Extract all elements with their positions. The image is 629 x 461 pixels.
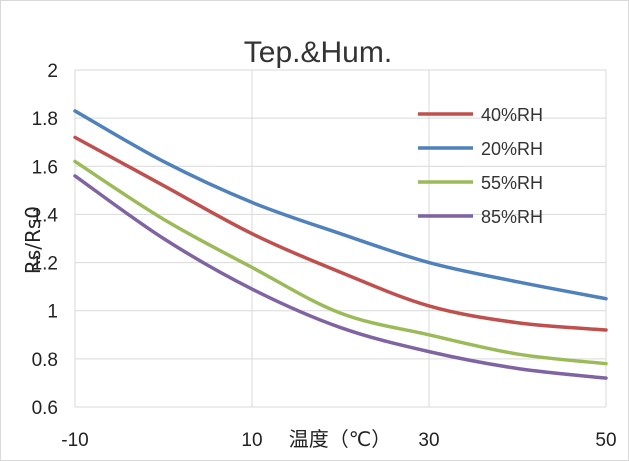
y-tick-label: 2: [47, 61, 58, 82]
y-tick-label: 1.8: [32, 109, 58, 130]
series-line-40%RH: [73, 135, 608, 332]
x-tick-label: 10: [241, 430, 262, 451]
y-tick-labels: 0.6 0.8 1 1.2 1.4 1.6 1.8 2: [32, 61, 59, 419]
x-tick-label: -10: [61, 430, 88, 451]
horizontal-gridlines: [75, 69, 606, 408]
x-axis-label: 温度（℃）: [289, 427, 391, 451]
x-tick-labels: -10 10 30 50: [61, 430, 616, 451]
legend-label-20%RH: 20%RH: [481, 139, 543, 159]
series-layer: [73, 109, 608, 380]
y-tick-label: 0.6: [32, 398, 58, 419]
legend: 40%RH 20%RH 55%RH 85%RH: [418, 105, 543, 227]
y-tick-label: 1.6: [32, 157, 58, 178]
y-tick-label: 0.8: [32, 350, 58, 371]
y-axis-label: Rs/Rs0: [21, 206, 45, 274]
chart-title: Tep.&Hum.: [244, 36, 392, 69]
series-line-55%RH: [73, 159, 608, 366]
series-line-20%RH: [73, 109, 608, 301]
legend-label-85%RH: 85%RH: [481, 207, 543, 227]
vertical-gridlines: [74, 70, 607, 407]
x-tick-label: 30: [418, 430, 439, 451]
x-tick-label: 50: [595, 430, 616, 451]
y-tick-label: 1: [47, 302, 58, 323]
y-tick-label: 1.2: [32, 254, 58, 275]
series-line-85%RH: [73, 174, 608, 380]
legend-label-40%RH: 40%RH: [481, 105, 543, 125]
y-tick-label: 1.4: [32, 205, 59, 226]
legend-label-55%RH: 55%RH: [481, 173, 543, 193]
